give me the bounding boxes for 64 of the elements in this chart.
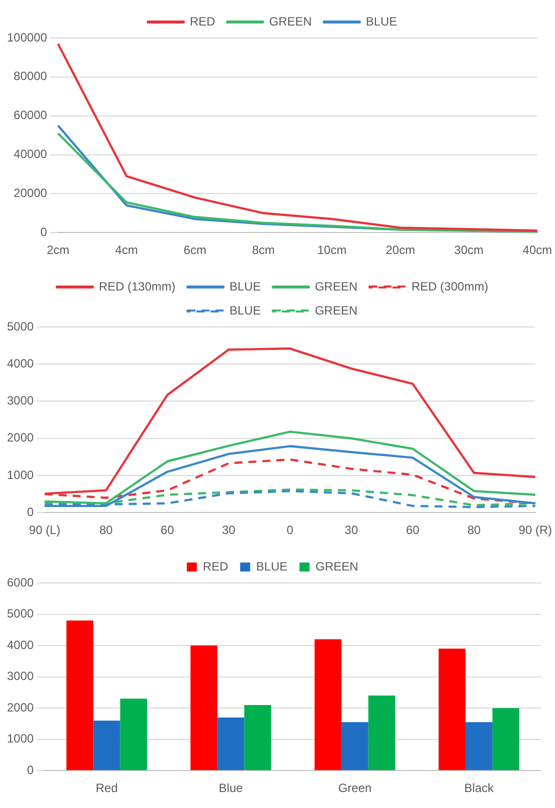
- bar: [66, 620, 94, 770]
- x-tick-label: 20cm: [386, 243, 416, 258]
- x-tick-label: 0: [286, 523, 294, 538]
- x-tick-label: 80: [467, 523, 481, 538]
- bar: [492, 708, 520, 770]
- legend-label: BLUE: [256, 559, 288, 574]
- x-tick-label: 4cm: [115, 243, 138, 258]
- bar: [190, 646, 218, 770]
- legend-label: RED (130mm): [98, 279, 176, 294]
- y-tick-label: 1000: [6, 732, 34, 746]
- y-tick-label: 6000: [6, 575, 34, 590]
- y-tick-label: 3000: [6, 394, 34, 408]
- bar: [93, 720, 120, 770]
- y-tick-label: 2000: [6, 700, 34, 714]
- x-tick-label: 8cm: [252, 243, 275, 258]
- bar: [217, 717, 244, 770]
- y-tick-label: 4000: [6, 638, 34, 652]
- legend-label: GREEN: [269, 14, 312, 28]
- y-tick-label: 1000: [6, 468, 34, 482]
- x-tick-label: 2cm: [46, 243, 70, 258]
- x-tick-label: 60: [160, 523, 174, 538]
- y-tick-label: 0: [40, 224, 48, 239]
- y-tick-label: 100000: [6, 30, 48, 44]
- x-tick-label: Green: [338, 781, 372, 796]
- x-tick-label: 10cm: [317, 243, 347, 258]
- x-tick-label: 30: [344, 523, 358, 538]
- legend-label: GREEN: [316, 559, 358, 574]
- x-tick-label: 30: [222, 523, 236, 538]
- bar: [314, 639, 342, 770]
- y-tick-label: 20000: [14, 186, 48, 200]
- y-tick-label: 2000: [6, 430, 34, 445]
- x-tick-label: 40cm: [522, 243, 552, 258]
- legend-label: GREEN: [314, 279, 358, 294]
- legend-label: BLUE: [229, 279, 261, 294]
- legend-label: BLUE: [229, 303, 261, 318]
- bar: [120, 698, 148, 770]
- y-tick-label: 60000: [14, 108, 48, 122]
- legend-label: RED (300mm): [412, 279, 488, 294]
- y-tick-label: 5000: [6, 319, 34, 334]
- bar: [466, 722, 492, 770]
- x-tick-label: Red: [96, 781, 118, 796]
- x-tick-label: 30cm: [454, 243, 484, 258]
- bar: [244, 704, 272, 770]
- y-tick-label: 5000: [6, 606, 34, 621]
- y-tick-label: 40000: [14, 147, 48, 162]
- x-tick-label: 80: [99, 523, 114, 538]
- y-tick-label: 4000: [6, 356, 34, 370]
- bar: [438, 648, 466, 770]
- legend-label: RED: [190, 14, 216, 28]
- y-tick-label: 0: [27, 504, 34, 519]
- bar: [341, 722, 368, 770]
- x-tick-label: Blue: [218, 781, 244, 796]
- x-tick-label: 90 (R): [518, 523, 552, 538]
- x-tick-label: Black: [464, 781, 495, 796]
- x-tick-label: 60: [406, 523, 420, 538]
- legend-label: RED: [202, 559, 228, 574]
- y-tick-label: 80000: [14, 69, 48, 84]
- y-tick-label: 3000: [6, 669, 34, 684]
- legend-label: BLUE: [366, 14, 398, 28]
- x-tick-label: 90 (L): [29, 523, 60, 538]
- bar: [368, 696, 396, 770]
- legend-label: GREEN: [314, 303, 358, 318]
- x-tick-label: 6cm: [184, 243, 206, 258]
- y-tick-label: 0: [27, 762, 34, 777]
